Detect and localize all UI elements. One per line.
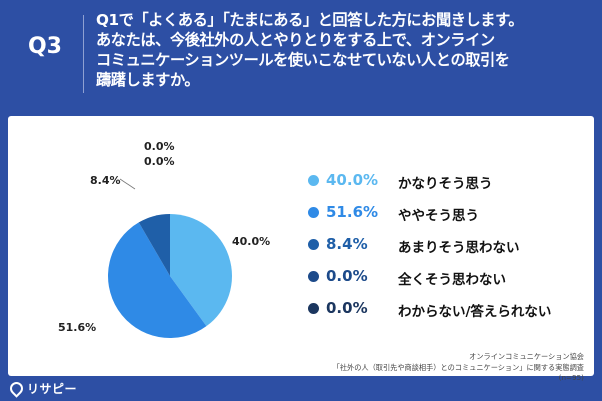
legend-percent: 0.0%	[326, 267, 368, 285]
legend-label: ややそう思う	[398, 208, 479, 224]
pin-icon	[7, 378, 26, 398]
pie-slice-1	[107, 222, 207, 338]
legend-percent: 0.0%	[326, 299, 368, 317]
legend-dot-icon	[308, 175, 319, 186]
question-header: Q3 Q1で「よくある」「たまにある」と回答した方にお聞きします。 あなたは、今…	[0, 0, 602, 107]
legend-percent: 8.4%	[326, 235, 368, 253]
leader-line-2	[119, 178, 136, 190]
legend-item-3: 0.0% 全くそう思わない	[308, 267, 588, 288]
source-note: オンラインコミュニケーション協会 「社外の人（取引先や商談相手）とのコミュニケー…	[254, 352, 584, 384]
pie-slice-0	[170, 214, 232, 327]
source-sample-size: (n=95)	[558, 373, 584, 382]
legend-dot-icon	[308, 207, 319, 218]
legend-item-0: 40.0% かなりそう思う	[308, 171, 588, 192]
logo-text: リサピー	[27, 381, 78, 396]
chart-card: 40.0% かなりそう思う 51.6% ややそう思う 8.4% あまりそう思わない 0.0%…	[8, 116, 594, 382]
legend-dot-icon	[308, 271, 319, 282]
legend-dot-icon	[308, 239, 319, 250]
header-divider	[83, 15, 84, 93]
pie-slice-2	[138, 214, 170, 276]
legend-percent: 40.0%	[326, 171, 379, 189]
legend-percent: 51.6%	[326, 203, 379, 221]
legend-item-1: 51.6% ややそう思う	[308, 203, 588, 224]
pie-value-label-4: 0.0%	[144, 155, 175, 168]
legend-label: わからない/答えられない	[398, 304, 552, 320]
legend-label: あまりそう思わない	[398, 240, 520, 256]
legend-item-2: 8.4% あまりそう思わない	[308, 235, 588, 256]
pie-chart	[107, 178, 232, 338]
question-text: Q1で「よくある」「たまにある」と回答した方にお聞きします。 あなたは、今後社外…	[96, 11, 524, 89]
source-survey: 「社外の人（取引先や商談相手）とのコミュニケーション」に関する実態調査	[332, 362, 584, 372]
pie-value-label-2: 8.4%	[90, 174, 121, 187]
source-org: オンラインコミュニケーション協会	[469, 352, 584, 361]
question-number: Q3	[27, 34, 62, 59]
legend-label: 全くそう思わない	[398, 272, 506, 288]
pie-value-label-1: 51.6%	[58, 321, 97, 334]
pie-value-label-0: 40.0%	[232, 235, 271, 248]
legend-item-4: 0.0% わからない/答えられない	[308, 299, 588, 320]
pie-value-label-3: 0.0%	[144, 140, 175, 153]
legend-label: かなりそう思う	[398, 176, 493, 192]
legend-dot-icon	[308, 303, 319, 314]
brand-logo: リサピー	[7, 378, 78, 398]
